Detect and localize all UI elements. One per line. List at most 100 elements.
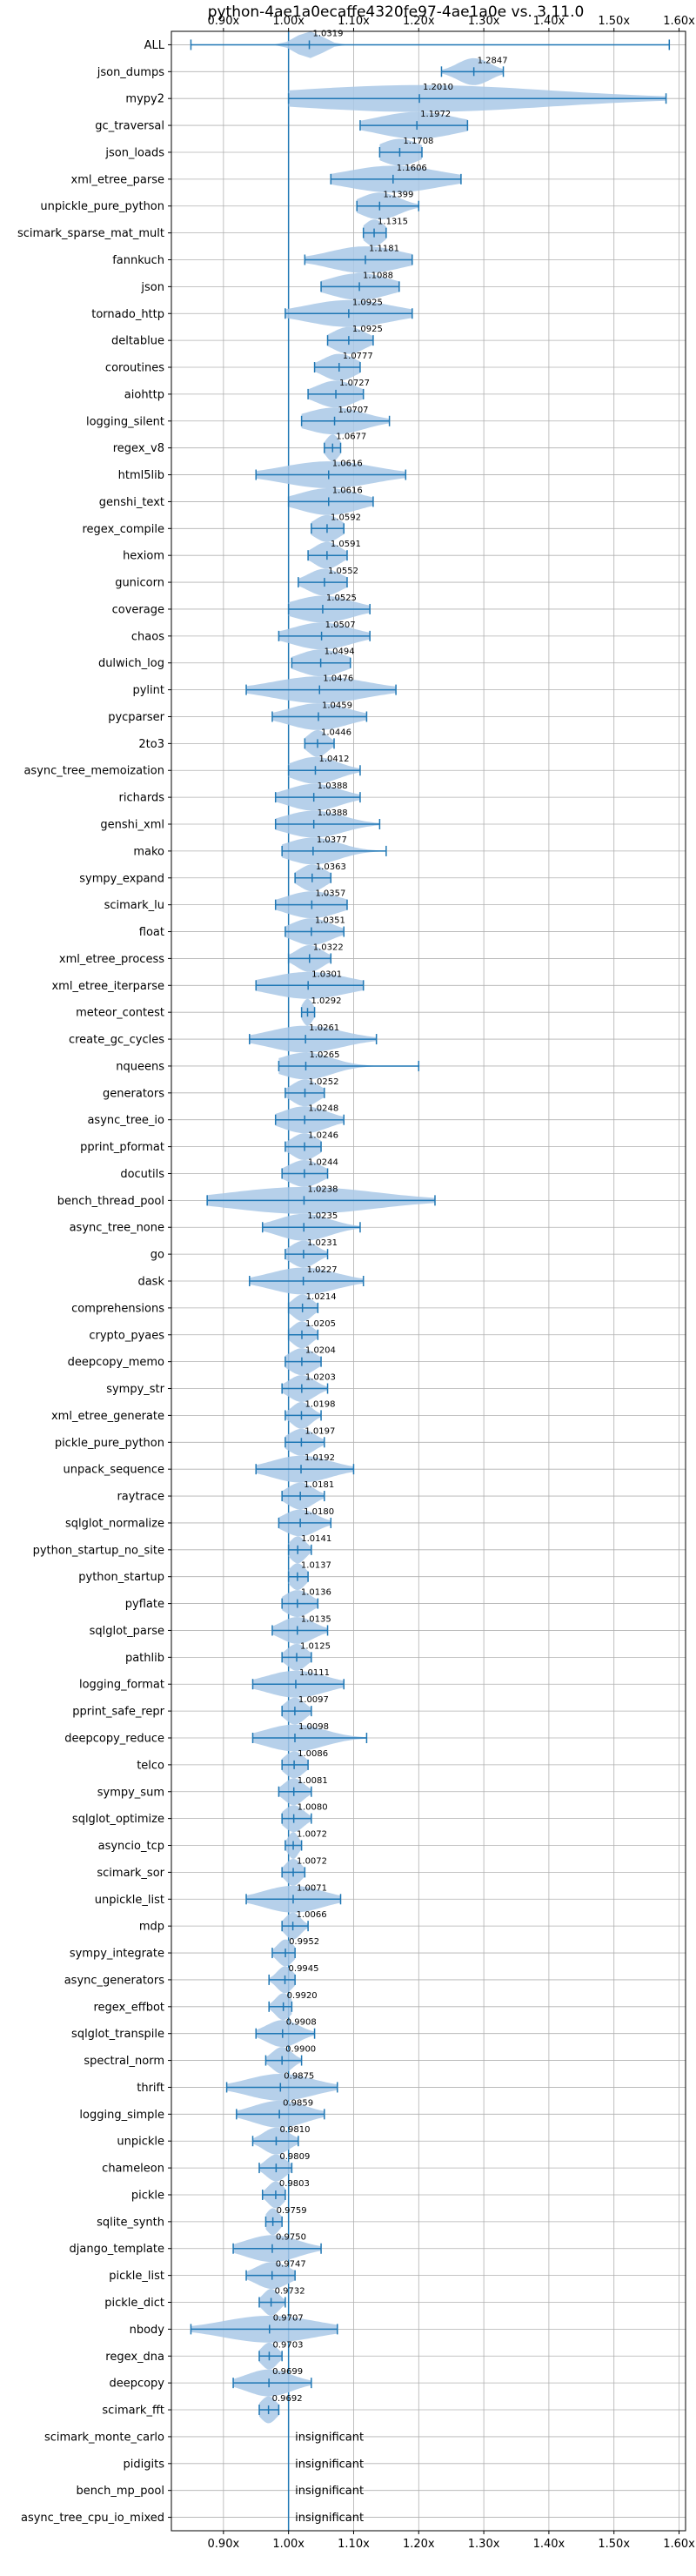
category-label: docutils — [120, 1168, 164, 1181]
category-label: tornado_http — [91, 308, 164, 321]
category-label: html5lib — [118, 469, 164, 482]
plot-frame — [171, 30, 686, 2532]
median-value-label: 1.0066 — [297, 1910, 327, 1920]
category-label: logging_format — [79, 1679, 164, 1692]
median-value-label: 1.0181 — [304, 1480, 334, 1490]
category-label: coroutines — [105, 362, 164, 375]
insignificant-label: insignificant — [295, 2485, 364, 2498]
median-value-label: 1.0388 — [318, 782, 348, 791]
category-label: mako — [133, 845, 164, 858]
category-label: nbody — [130, 2324, 165, 2337]
median-value-label: 1.0252 — [309, 1077, 339, 1087]
category-label: pycparser — [108, 711, 164, 724]
median-value-label: 1.0363 — [316, 862, 346, 872]
category-label: sqlglot_optimize — [72, 1813, 164, 1826]
median-value-label: 0.9810 — [279, 2125, 310, 2135]
x-tick-label-bottom: 1.40x — [533, 2538, 566, 2551]
median-value-label: 1.0319 — [313, 29, 344, 38]
median-value-label: 1.0244 — [308, 1157, 338, 1167]
median-value-label: 0.9750 — [276, 2233, 306, 2243]
category-label: ALL — [144, 39, 165, 52]
category-label: django_template — [70, 2243, 164, 2256]
median-value-label: 1.0322 — [313, 943, 344, 952]
category-label: deepcopy — [109, 2378, 164, 2391]
category-label: json_loads — [104, 146, 164, 159]
median-value-label: 1.0677 — [336, 433, 366, 442]
category-label: spectral_norm — [84, 2055, 164, 2068]
category-label: pprint_safe_repr — [72, 1706, 164, 1719]
category-label: deltablue — [111, 335, 164, 348]
x-tick-label-top: 1.60x — [663, 15, 695, 28]
category-label: unpickle_pure_python — [40, 200, 164, 213]
median-value-label: 1.0507 — [325, 621, 356, 630]
violin-body — [191, 31, 670, 58]
median-value-label: 1.0205 — [305, 1319, 336, 1329]
median-value-label: 1.0135 — [301, 1614, 331, 1624]
median-value-label: 0.9759 — [277, 2206, 307, 2216]
median-value-label: 1.0081 — [298, 1776, 328, 1786]
category-label: crypto_pyaes — [89, 1329, 164, 1342]
median-value-label: 1.0248 — [308, 1104, 338, 1114]
category-label: coverage — [112, 603, 164, 616]
category-label: async_generators — [64, 1974, 165, 1987]
category-label: fannkuch — [112, 254, 164, 267]
x-tick-label-top: 1.40x — [533, 15, 566, 28]
x-tick-label-top: 1.10x — [338, 15, 370, 28]
median-value-label: 1.0141 — [301, 1534, 331, 1544]
category-label: sqlite_synth — [97, 2216, 164, 2229]
category-label: raytrace — [117, 1491, 164, 1504]
category-label: genshi_xml — [100, 819, 164, 832]
category-label: pickle_dict — [104, 2297, 164, 2310]
median-value-label: 1.0707 — [338, 406, 369, 415]
category-label: pickle_pure_python — [55, 1437, 164, 1450]
category-label: unpack_sequence — [63, 1464, 164, 1477]
median-value-label: 1.0925 — [352, 325, 383, 334]
median-value-label: 1.0203 — [305, 1373, 336, 1383]
category-label: unpickle_list — [95, 1894, 164, 1907]
median-value-label: 1.0111 — [299, 1668, 330, 1678]
median-value-label: 1.0616 — [332, 460, 363, 469]
category-label: python_startup_no_site — [33, 1544, 164, 1557]
median-value-label: 1.0494 — [325, 647, 355, 657]
median-value-label: 0.9699 — [272, 2367, 303, 2377]
category-label: genshi_text — [99, 496, 164, 509]
category-label: xml_etree_generate — [51, 1410, 164, 1423]
median-value-label: 1.1708 — [403, 137, 433, 146]
x-tick-label-bottom: 1.60x — [663, 2538, 695, 2551]
category-label: mdp — [139, 1921, 164, 1934]
x-tick-label-bottom: 1.00x — [272, 2538, 304, 2551]
category-label: telco — [137, 1759, 164, 1772]
median-value-label: 1.1315 — [378, 218, 408, 227]
category-label: chameleon — [102, 2163, 164, 2176]
insignificant-label: insignificant — [295, 2431, 364, 2444]
category-label: logging_silent — [86, 415, 164, 428]
median-value-label: 1.0231 — [307, 1238, 338, 1248]
insignificant-label: insignificant — [295, 2458, 364, 2471]
category-label: xml_etree_parse — [71, 173, 164, 186]
median-value-label: 1.0235 — [307, 1211, 338, 1221]
category-label: sympy_sum — [97, 1786, 164, 1799]
median-value-label: 1.0412 — [318, 755, 349, 764]
median-value-label: 1.0198 — [304, 1399, 335, 1409]
median-value-label: 1.0204 — [305, 1346, 336, 1356]
category-label: sqlglot_normalize — [65, 1517, 164, 1530]
category-label: deepcopy_memo — [68, 1356, 164, 1369]
median-value-label: 1.0292 — [311, 996, 342, 1006]
median-value-label: 1.0072 — [297, 1830, 327, 1840]
category-label: deepcopy_reduce — [64, 1732, 164, 1745]
plot-area: 0.90x 0.90x 1.00x 1.00x 1.10x 1.10x 1.20x 1.20x… — [17, 15, 695, 2551]
median-value-label: 0.9809 — [279, 2152, 310, 2162]
median-value-label: 1.0097 — [298, 1695, 329, 1705]
median-value-label: 1.0136 — [301, 1588, 331, 1598]
category-label: create_gc_cycles — [69, 1034, 164, 1047]
category-label: scimark_monte_carlo — [44, 2431, 164, 2444]
category-label: pidigits — [124, 2458, 165, 2471]
category-label: go — [151, 1249, 164, 1262]
x-tick-label-top: 0.90x — [208, 15, 240, 28]
category-label: pathlib — [125, 1652, 164, 1665]
median-value-label: 0.9908 — [286, 2018, 317, 2028]
median-value-label: 1.0261 — [309, 1023, 339, 1033]
category-label: scimark_sor — [97, 1867, 164, 1880]
category-label: async_tree_memoization — [23, 765, 164, 778]
